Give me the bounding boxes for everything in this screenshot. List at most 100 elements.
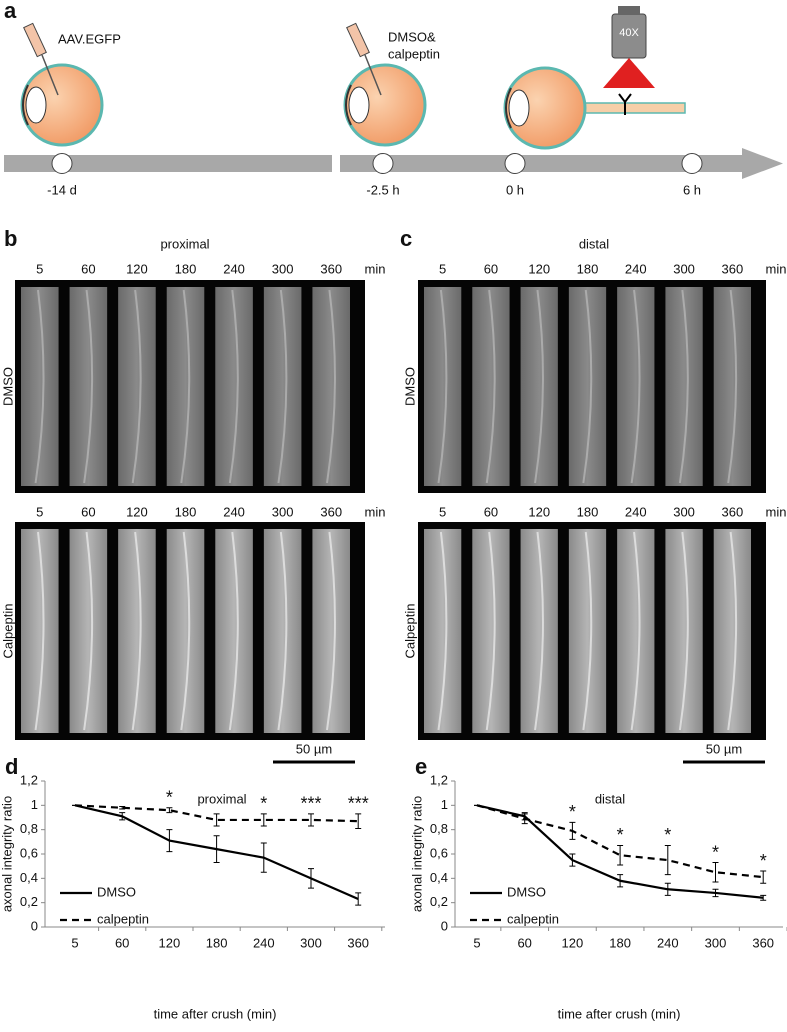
error-bar — [166, 829, 173, 853]
x-axis-label: time after crush (min) — [558, 1006, 681, 1021]
x-tick-label: 300 — [705, 935, 727, 950]
timepoint-label: -14 d — [47, 182, 77, 197]
x-tick-label: 360 — [347, 935, 369, 950]
error-bar — [308, 868, 314, 889]
axon — [228, 289, 239, 484]
axon — [678, 531, 689, 731]
error-bar — [760, 894, 767, 901]
y-axis-label: axonal integrity ratio — [409, 796, 424, 912]
time-label: 60 — [81, 504, 95, 519]
axon — [630, 289, 641, 484]
axon — [131, 289, 142, 484]
timepoint-label: 6 h — [683, 182, 701, 197]
time-label: 300 — [673, 504, 695, 519]
eye — [343, 22, 427, 147]
time-label: 360 — [722, 504, 744, 519]
error-bar — [355, 813, 362, 829]
axon — [727, 531, 738, 731]
x-tick-label: 120 — [562, 935, 584, 950]
error-bar — [166, 807, 173, 814]
y-tick-label: 0,8 — [20, 821, 38, 836]
time-label: 180 — [175, 261, 197, 276]
time-label: 180 — [577, 504, 599, 519]
microscope — [603, 6, 655, 88]
eye — [20, 22, 104, 147]
y-tick-label: 1 — [441, 797, 448, 812]
x-tick-label: 360 — [752, 935, 774, 950]
error-bar — [712, 862, 719, 883]
time-label: 120 — [528, 261, 550, 276]
time-label: 60 — [484, 261, 498, 276]
time-label: 5 — [439, 261, 446, 276]
time-label: 300 — [673, 261, 695, 276]
y-tick-label: 0,2 — [20, 894, 38, 909]
axon — [437, 531, 448, 731]
time-label: 60 — [484, 504, 498, 519]
y-tick-label: 0,4 — [430, 870, 448, 885]
time-label: 5 — [36, 261, 43, 276]
legend-label: DMSO — [97, 884, 136, 899]
error-bar — [617, 874, 624, 888]
panel-letter: a — [4, 0, 17, 23]
axon — [485, 289, 496, 484]
significance: *** — [300, 794, 321, 814]
injection-label: AAV.EGFP — [58, 31, 121, 46]
y-tick-label: 0,2 — [430, 894, 448, 909]
y-tick-label: 0 — [31, 918, 38, 933]
timepoint-marker — [51, 153, 73, 174]
timeline-arrow — [340, 148, 783, 179]
x-axis-label: time after crush (min) — [154, 1006, 277, 1021]
legend-label: calpeptin — [97, 911, 149, 926]
time-label: 60 — [81, 261, 95, 276]
x-tick-label: 60 — [517, 935, 531, 950]
injection-label: calpeptin — [388, 46, 440, 61]
axon — [277, 531, 288, 731]
y-tick-label: 1 — [31, 797, 38, 812]
axon — [534, 289, 544, 484]
time-label: 300 — [272, 261, 294, 276]
axon — [582, 289, 593, 484]
axon — [678, 289, 689, 484]
panel-letter: b — [4, 226, 17, 251]
time-unit: min — [365, 504, 386, 519]
chart-title: distal — [595, 791, 625, 806]
time-unit: min — [766, 504, 787, 519]
time-label: 360 — [320, 504, 342, 519]
injection-label: DMSO& — [388, 29, 436, 44]
error-bar — [260, 813, 267, 827]
error-bar — [569, 821, 576, 840]
axon — [485, 531, 496, 731]
legend-label: DMSO — [507, 884, 546, 899]
error-bar — [355, 892, 362, 906]
significance: * — [760, 851, 767, 871]
error-bar — [664, 844, 671, 876]
timepoint-label: 0 h — [506, 182, 524, 197]
y-tick-label: 0 — [441, 918, 448, 933]
time-label: 360 — [320, 261, 342, 276]
significance: * — [569, 802, 576, 822]
error-bar — [521, 813, 528, 825]
time-label: 120 — [528, 504, 550, 519]
time-label: 180 — [175, 504, 197, 519]
time-label: 300 — [272, 504, 294, 519]
axon — [582, 531, 593, 731]
timepoint-marker — [372, 153, 394, 174]
time-unit: min — [365, 261, 386, 276]
y-tick-label: 0,6 — [20, 845, 38, 860]
time-label: 360 — [722, 261, 744, 276]
time-label: 180 — [577, 261, 599, 276]
significance: * — [617, 825, 624, 845]
row-label: DMSO — [0, 367, 15, 406]
x-tick-label: 180 — [609, 935, 631, 950]
timepoint-marker — [504, 153, 526, 174]
error-bar — [260, 842, 267, 873]
scale-label: 50 µm — [706, 741, 742, 756]
eye-with-nerve — [503, 66, 686, 150]
x-tick-label: 240 — [253, 935, 275, 950]
time-label: 120 — [126, 504, 148, 519]
error-bar — [119, 806, 126, 810]
row-label: Calpeptin — [0, 604, 15, 659]
x-tick-label: 60 — [115, 935, 129, 950]
